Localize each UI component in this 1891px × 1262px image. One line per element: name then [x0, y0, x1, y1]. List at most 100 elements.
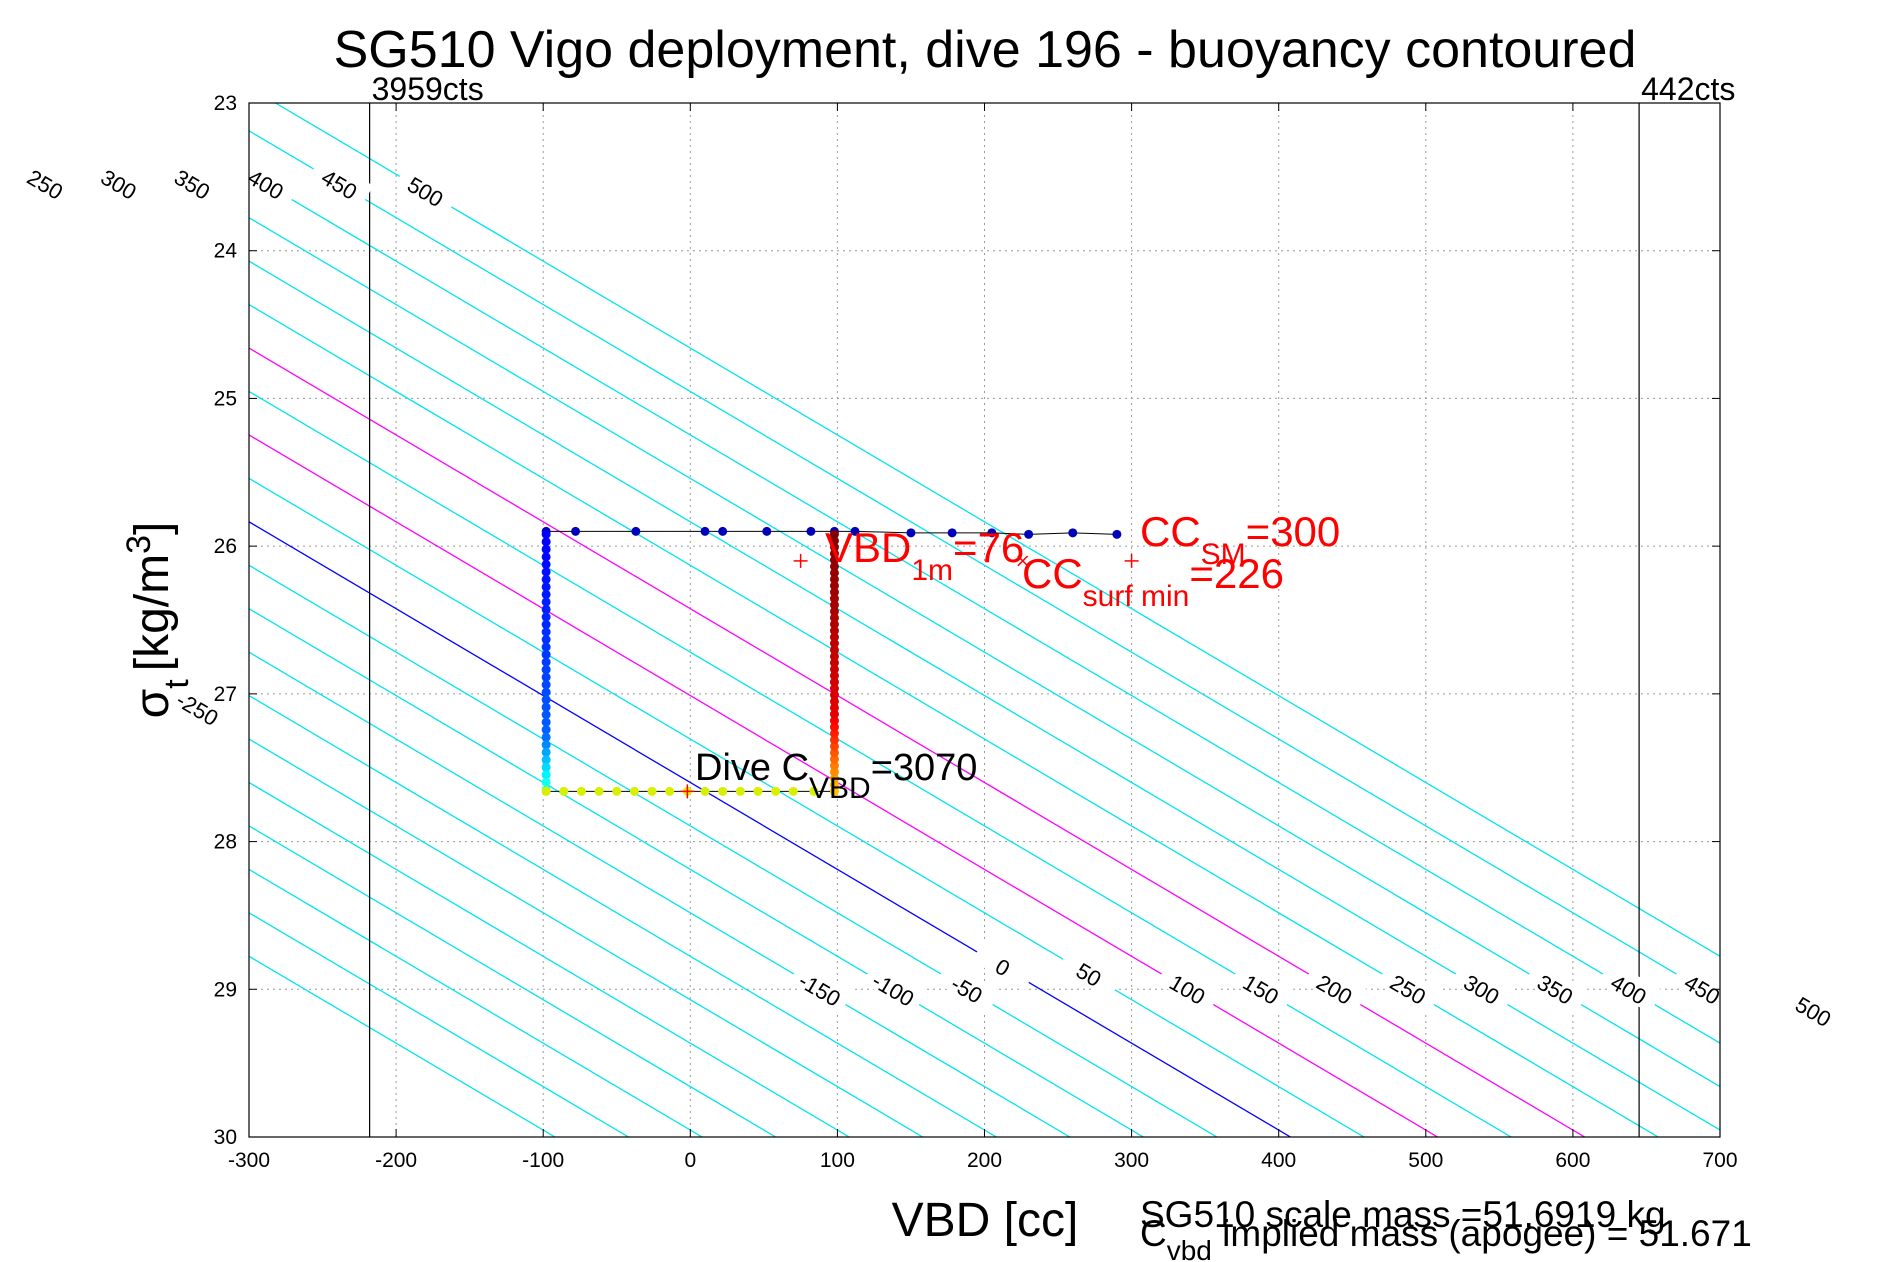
trace-point-apogee	[735, 786, 745, 796]
contour-label-bg	[394, 162, 460, 216]
marker-Dive_C_VBD	[680, 784, 695, 799]
contour-line-450	[249, 130, 1720, 1001]
trace-point-ascent	[829, 754, 839, 764]
trace-point-descent	[541, 635, 551, 645]
contour-label-bg	[87, 155, 153, 209]
trace-point-ascent	[829, 568, 839, 578]
contour-label-bg	[1303, 960, 1369, 1014]
trace-point-apogee	[700, 786, 710, 796]
trace-point-ascent	[829, 716, 839, 726]
x-tick-label: -100	[522, 1149, 564, 1172]
contour-line-350	[249, 216, 1720, 1088]
trace-point-apogee	[788, 786, 798, 796]
trace-point-descent	[541, 552, 551, 562]
trace-point-descent	[541, 695, 551, 705]
contour-line--100	[249, 607, 1144, 1137]
contour-label-bg	[308, 155, 374, 209]
y-tick-label: 29	[214, 978, 237, 1001]
trace-point-ascent	[829, 773, 839, 783]
x-axis-label: VBD [cc]	[892, 1194, 1079, 1247]
contour-label-bg	[1597, 960, 1663, 1014]
trace-point-ascent	[829, 748, 839, 758]
contour-label-bg	[166, 679, 232, 733]
trace-point-ascent	[829, 587, 839, 597]
trace-point-apogee	[718, 786, 728, 796]
trace-point-ascent	[829, 761, 839, 771]
contour-line--50	[249, 564, 1218, 1137]
trace-point-descent	[541, 604, 551, 614]
trace-point-ascent	[829, 690, 839, 700]
trace-point-descent	[541, 710, 551, 720]
trace-point-ascent	[829, 729, 839, 739]
y-tick-label: 25	[214, 387, 237, 410]
contour-line-400	[249, 173, 1720, 1044]
contour-label-bg	[161, 155, 227, 209]
trace-point-surface	[947, 528, 957, 538]
trace-point-descent	[541, 620, 551, 630]
vbd-limit-label-0: 3959cts	[372, 71, 484, 107]
trace-point-ascent	[829, 696, 839, 706]
contour-label-bg	[1524, 960, 1590, 1014]
trace-point-ascent	[829, 619, 839, 629]
trace-point-apogee	[559, 786, 569, 796]
y-tick-label: 24	[214, 240, 238, 263]
contour-label-bottom-0: 0	[971, 938, 1037, 991]
svg-text:σt[kg/m3]: σt[kg/m3]	[120, 522, 196, 719]
contour-line-200	[249, 347, 1585, 1137]
trace-point-ascent	[829, 741, 839, 751]
trace-point-surface	[762, 526, 772, 536]
trace-point-descent	[541, 702, 551, 712]
trace-point-descent	[541, 762, 551, 772]
contour-line-150	[249, 390, 1512, 1137]
contour-line--150	[249, 651, 1071, 1137]
trace-point-apogee	[541, 786, 551, 796]
trace-point-descent	[541, 680, 551, 690]
y-tick-label: 27	[214, 683, 237, 706]
trace-point-surface	[571, 526, 581, 536]
trace-point-ascent	[829, 722, 839, 732]
trace-point-ascent	[829, 600, 839, 610]
contour-line--200	[249, 694, 997, 1137]
trace-point-ascent	[829, 632, 839, 642]
contour-line-100	[249, 434, 1438, 1137]
y-axis-ticks: 23 24 25 26 27 28 29 30	[214, 92, 1720, 1149]
annotation-cc-sm: CCSM=300	[1140, 508, 1340, 571]
x-tick-label: 400	[1261, 1149, 1296, 1172]
x-tick-label: -200	[375, 1149, 417, 1172]
annotation-dive-c-vbd: Dive CVBD=3070	[695, 747, 977, 805]
trace-point-ascent	[829, 703, 839, 713]
trace-point-descent	[541, 612, 551, 622]
trace-point-ascent	[829, 581, 839, 591]
trace-point-apogee	[809, 786, 819, 796]
contour-line--250	[249, 738, 924, 1137]
contour-line-500	[275, 103, 1720, 958]
vbd-limit-label-1: 442cts	[1641, 71, 1735, 107]
contour-label-bg	[1156, 960, 1222, 1014]
implied-mass-note: Cvbd implied mass (apogee) = 51.671	[1140, 1213, 1752, 1262]
chart-title: SG510 Vigo deployment, dive 196 - buoyan…	[334, 21, 1637, 79]
trace-point-descent	[541, 582, 551, 592]
trace-point-apogee	[753, 786, 763, 796]
contour-label-bg	[1782, 982, 1848, 1036]
trace-point-surface	[806, 526, 816, 536]
trace-point-apogee	[594, 786, 604, 796]
contour-label-bg	[235, 155, 300, 209]
contour-line--300	[249, 781, 850, 1137]
trace-point-ascent	[829, 709, 839, 719]
y-axis-label-symbol: σ	[126, 689, 179, 719]
trace-point-ascent	[829, 639, 839, 649]
trace-point-descent	[541, 650, 551, 660]
annotation-vbd-1m: VBD1m=76	[825, 524, 1024, 587]
contour-line-250	[249, 303, 1659, 1137]
x-tick-label: 600	[1555, 1149, 1590, 1172]
trace-point-ascent	[829, 536, 839, 546]
trace-point-descent	[541, 574, 551, 584]
trace-point-ascent	[829, 786, 839, 796]
trace-point-descent	[541, 770, 551, 780]
x-tick-label: 300	[1114, 1149, 1149, 1172]
trace-point-descent	[541, 537, 551, 547]
trace-point-ascent	[829, 542, 839, 552]
trace-point-ascent	[829, 613, 839, 623]
contour-label-bg	[971, 938, 1037, 991]
